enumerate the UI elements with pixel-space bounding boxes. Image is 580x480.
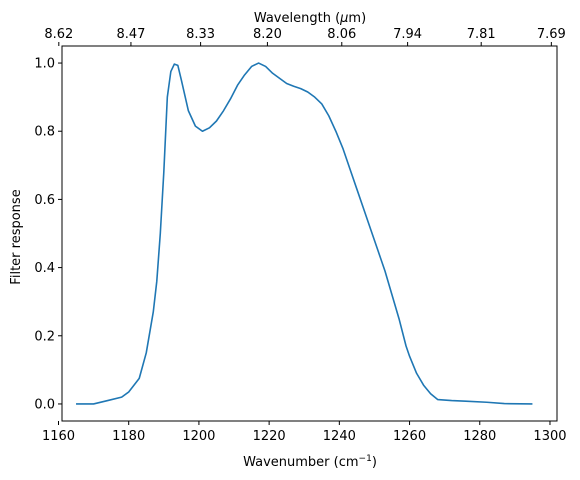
y-tick-label: 0.8	[34, 125, 55, 140]
y-axis-label: Filter response	[9, 189, 24, 284]
top-x-tick-label: 8.20	[253, 27, 282, 42]
x-tick-label: 1280	[463, 429, 496, 444]
top-x-tick-label: 7.94	[393, 27, 422, 42]
x-tick-label: 1220	[253, 429, 286, 444]
top-x-tick-label: 8.06	[327, 27, 356, 42]
top-x-tick-label: 7.81	[467, 27, 496, 42]
series-line-0	[76, 62, 533, 405]
y-tick-label: 1.0	[34, 57, 55, 72]
x-tick-label: 1200	[182, 429, 215, 444]
y-tick-label: 0.0	[34, 397, 55, 412]
plot-frame	[61, 45, 558, 422]
y-tick-label: 0.2	[34, 329, 55, 344]
top-x-tick-label: 8.62	[44, 27, 73, 42]
top-x-tick-label: 8.33	[186, 27, 215, 42]
x-tick-label: 1240	[323, 429, 356, 444]
x-tick-label: 1160	[42, 429, 75, 444]
top-x-tick-label: 8.47	[116, 27, 145, 42]
x-tick-label: 1300	[533, 429, 566, 444]
x-axis-label: Wavenumber (cm−1)	[243, 454, 377, 470]
x-tick-label: 1180	[112, 429, 145, 444]
y-tick-label: 0.4	[34, 261, 55, 276]
y-tick-label: 0.6	[34, 193, 55, 208]
x-tick-label: 1260	[393, 429, 426, 444]
top-x-tick-label: 7.69	[537, 27, 566, 42]
top-x-axis-label: Wavelength (μm)	[254, 11, 366, 26]
